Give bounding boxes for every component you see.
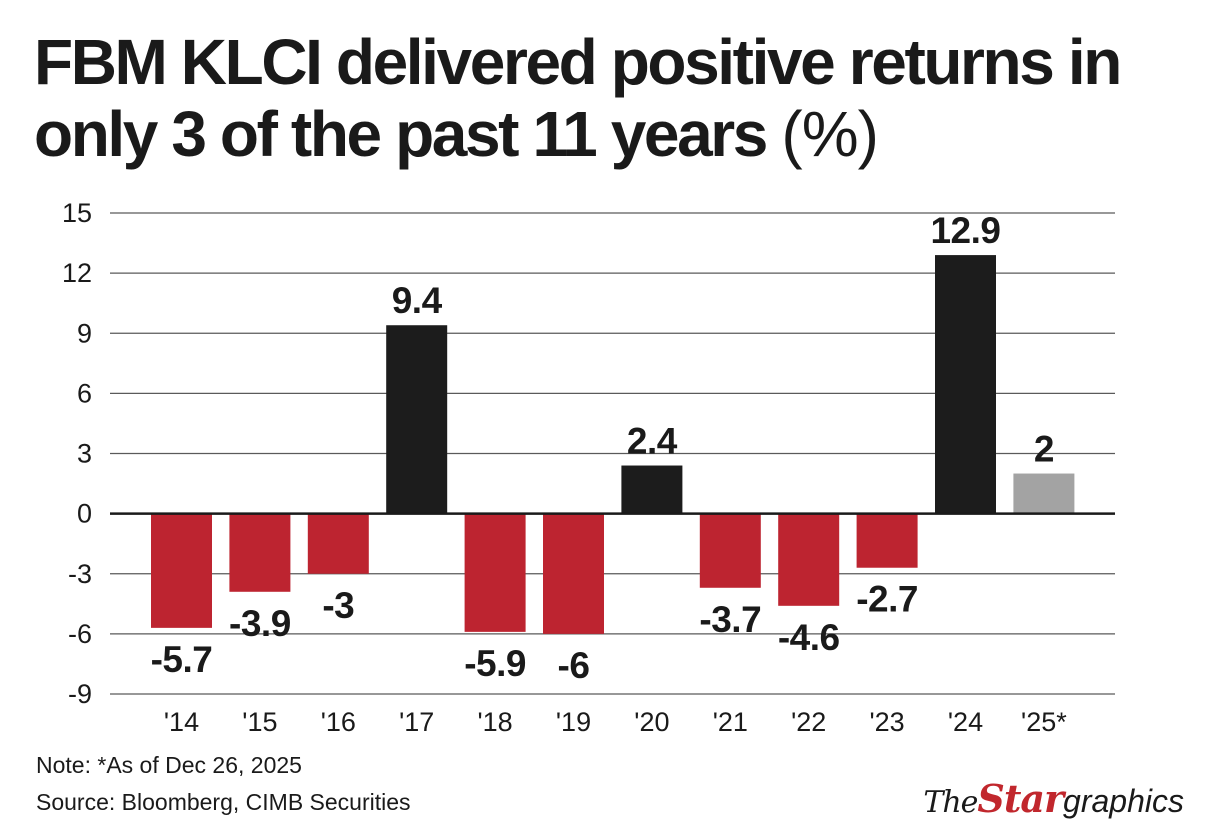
data-label: 9.4 [392, 280, 443, 321]
x-tick-label: '24 [948, 707, 983, 737]
data-label: -3 [322, 585, 354, 626]
x-axis-ticks: '14 '15 '16 '17 '18 '19 '20 '21 '22 '23 '24 '25* [164, 707, 1067, 737]
x-tick-label: '18 [478, 707, 513, 737]
data-label: -5.7 [151, 639, 213, 680]
data-label: -3.9 [229, 603, 291, 644]
x-tick-label: '21 [713, 707, 748, 737]
y-tick-label: -9 [68, 679, 92, 709]
x-tick-label: '22 [791, 707, 826, 737]
bar [699, 513, 761, 588]
bar [621, 465, 683, 514]
x-tick-label: '23 [870, 707, 905, 737]
y-tick-label: 3 [77, 439, 92, 469]
y-tick-label: 9 [77, 318, 92, 348]
chart-title: FBM KLCI delivered positive returns in o… [34, 26, 1184, 170]
data-label: 2 [1034, 429, 1054, 470]
bar [307, 513, 369, 574]
y-tick-label: 6 [77, 378, 92, 408]
y-tick-label: -6 [68, 619, 92, 649]
bar [1013, 473, 1075, 514]
data-label: -4.6 [778, 617, 840, 658]
data-label: 2.4 [627, 421, 678, 462]
y-tick-label: 12 [62, 258, 92, 288]
x-tick-label: '20 [634, 707, 669, 737]
chart-title-main: FBM KLCI delivered positive returns in o… [34, 26, 1122, 170]
x-tick-label: '16 [321, 707, 356, 737]
brand-logo-the: The [923, 785, 978, 820]
x-tick-label: '15 [242, 707, 277, 737]
y-tick-label: 0 [77, 499, 92, 529]
bar [856, 513, 918, 568]
footer-note: Note: *As of Dec 26, 2025 [36, 752, 302, 778]
bar [229, 513, 291, 592]
data-label: 12.9 [930, 210, 1000, 251]
bar [778, 513, 840, 606]
brand-logo-graphics: graphics [1063, 783, 1184, 819]
footer-source: Source: Bloomberg, CIMB Securities [36, 789, 411, 815]
y-tick-label: 15 [62, 198, 92, 228]
bar [386, 325, 448, 514]
chart-title-unit: (%) [781, 98, 879, 170]
brand-logo-star: Star [977, 776, 1064, 821]
y-axis-ticks: 15 12 9 6 3 0 -3 -6 -9 [62, 198, 92, 709]
data-label: -3.7 [699, 599, 761, 640]
bar [151, 513, 212, 628]
brand-logo: The Star graphics [923, 776, 1184, 821]
data-label: -2.7 [856, 579, 918, 620]
x-tick-label: '17 [399, 707, 434, 737]
bar [464, 513, 526, 632]
x-tick-label: '14 [164, 707, 199, 737]
x-tick-label: '19 [556, 707, 591, 737]
x-tick-label: '25* [1021, 707, 1067, 737]
data-labels: -5.7 -3.9 -3 9.4 -5.9 -6 2.4 -3.7 -4.6 -2.7 12.9 2 [151, 210, 1055, 686]
data-label: -6 [558, 645, 590, 686]
bars [151, 255, 1075, 634]
y-tick-label: -3 [68, 559, 92, 589]
data-label: -5.9 [464, 643, 526, 684]
bar [935, 255, 996, 514]
bar [543, 513, 604, 634]
